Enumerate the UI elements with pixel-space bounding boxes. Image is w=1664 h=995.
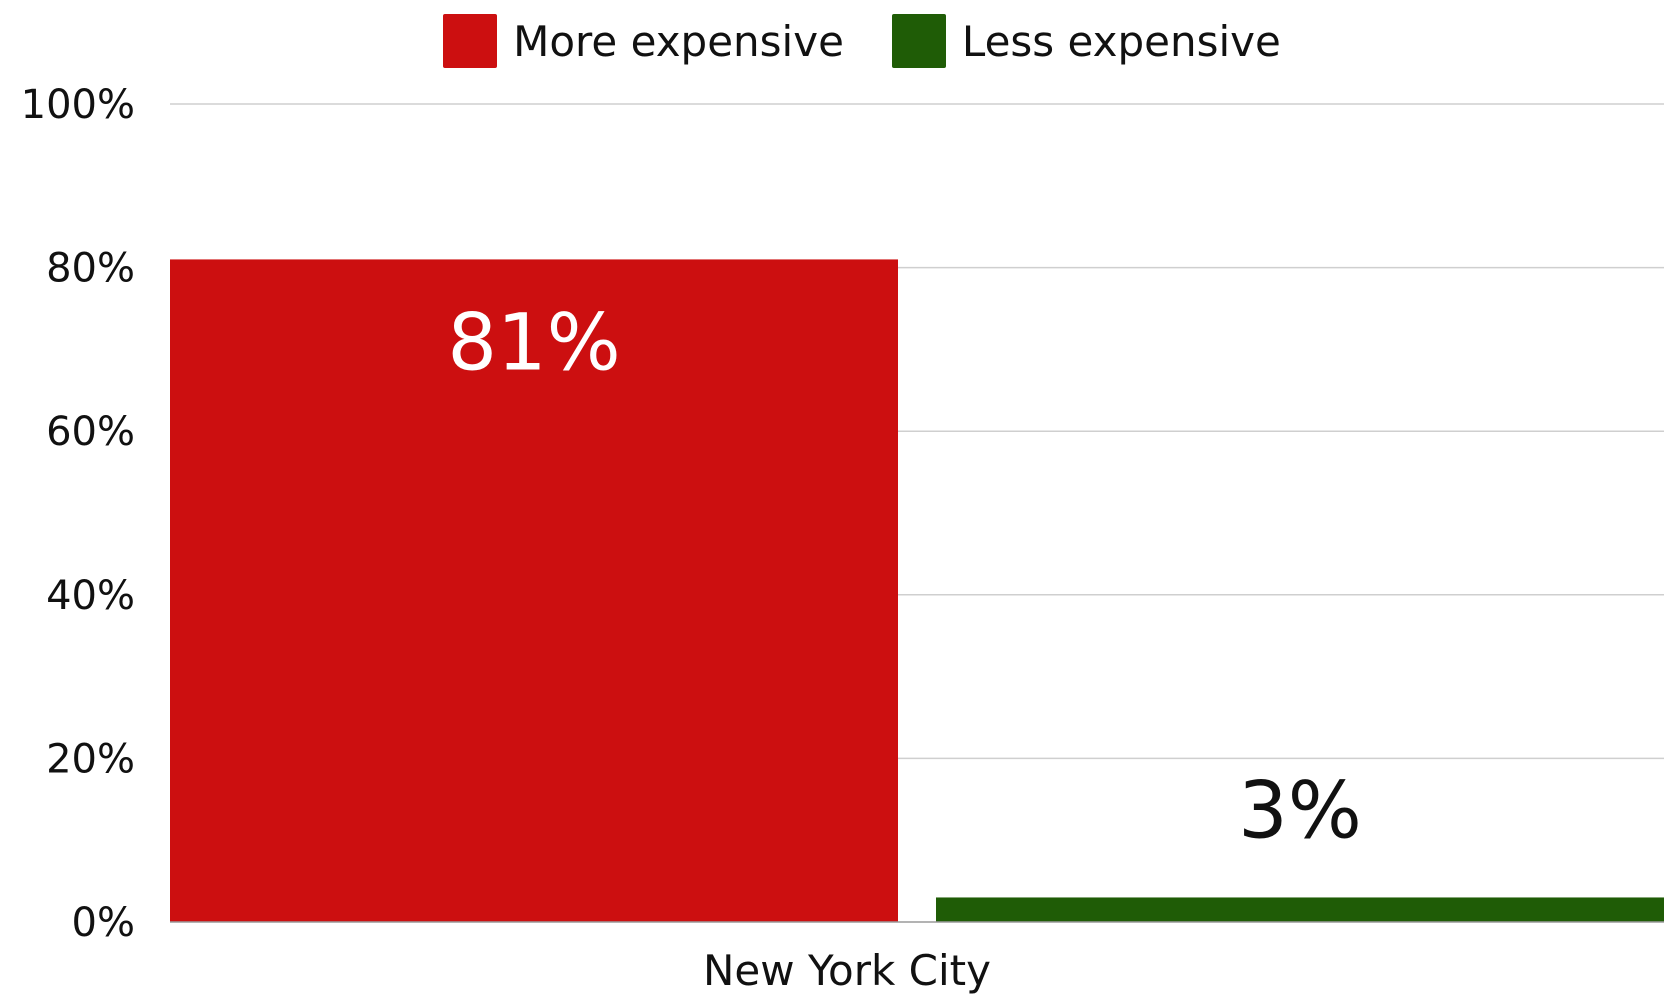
x-category-label: New York City: [703, 946, 991, 995]
y-tick-label: 60%: [46, 409, 135, 455]
chart-legend: More expensive Less expensive: [0, 14, 1664, 68]
legend-item-more-expensive: More expensive: [443, 14, 844, 68]
y-tick-label: 80%: [46, 246, 135, 292]
legend-swatch-less-expensive: [891, 14, 946, 68]
data-label-more-expensive: 81%: [447, 298, 620, 388]
x-axis: New York City: [170, 921, 1664, 995]
legend-label-more-expensive: More expensive: [513, 16, 844, 66]
y-tick-label: 0%: [72, 900, 135, 946]
bar-less-expensive: [936, 897, 1664, 922]
y-tick-label: 20%: [46, 736, 135, 782]
y-axis: 0% 20% 40% 60% 80% 100%: [21, 82, 135, 946]
y-tick-label: 100%: [21, 82, 135, 128]
legend-label-less-expensive: Less expensive: [961, 16, 1281, 66]
legend-item-less-expensive: Less expensive: [891, 14, 1281, 68]
data-label-less-expensive: 3%: [1238, 766, 1362, 856]
y-tick-label: 40%: [46, 573, 135, 619]
bar-more-expensive: [170, 259, 898, 922]
bars: [170, 259, 1664, 922]
legend-swatch-more-expensive: [443, 14, 498, 68]
data-labels: 81% 3%: [447, 298, 1362, 856]
